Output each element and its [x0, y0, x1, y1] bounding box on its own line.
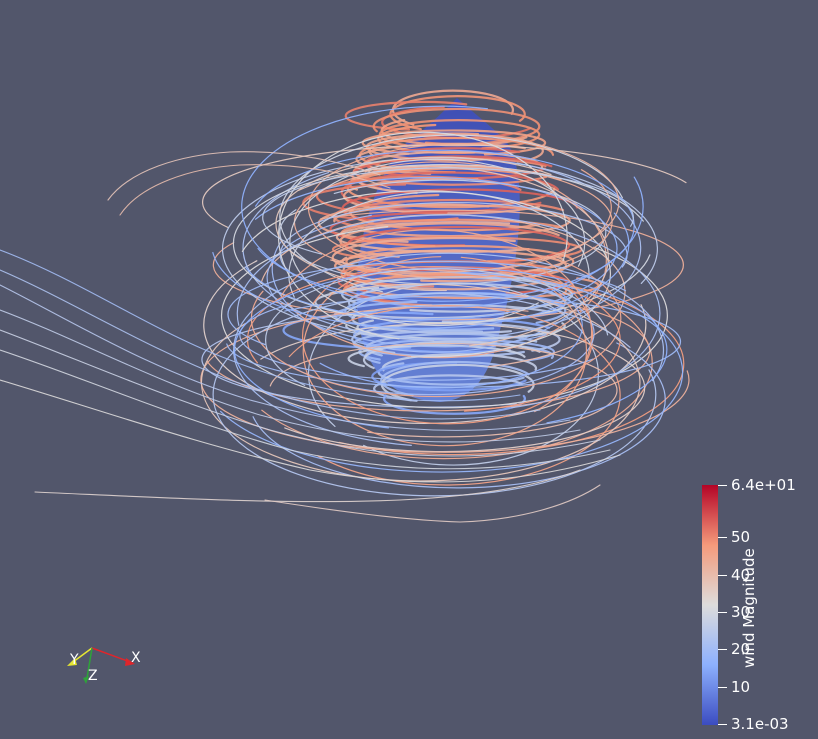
streamline-loop [275, 156, 552, 292]
y-axis-arrow-icon [67, 658, 77, 666]
x-axis-label: X [131, 650, 141, 666]
streamline-loop [265, 268, 609, 386]
vortex-ring [361, 129, 547, 156]
streamline-loop [212, 212, 630, 329]
y-axis-line [72, 647, 93, 663]
colorbar-tick-label: 50 [731, 528, 751, 547]
streamline-loop [241, 105, 644, 308]
streamline-loop [262, 167, 634, 255]
streamline-loop [203, 260, 647, 424]
vortex-ring [372, 107, 541, 146]
streamline-loop [269, 342, 618, 438]
streamline-loop [288, 304, 621, 486]
y-axis-label: Y [70, 652, 79, 668]
streamline-loop [289, 158, 586, 327]
vortex-ring [380, 360, 530, 397]
streamline-loop [279, 179, 607, 285]
streamline-loop [222, 157, 658, 341]
streamline-loop [227, 260, 627, 346]
streamline-loop [297, 165, 609, 347]
colorbar-tick [718, 574, 727, 576]
inflow-streamline [0, 249, 521, 402]
streamline-loop [241, 190, 612, 358]
vortex-ring [333, 300, 495, 331]
z-axis-line [86, 647, 93, 679]
orientation-axes-glyph [67, 647, 135, 684]
colorbar-tick [718, 537, 727, 539]
inflow-streamline [0, 269, 541, 420]
inflow-streamline [119, 164, 391, 216]
streamline-loop [252, 342, 666, 489]
streamline-loop [242, 162, 642, 341]
vortex-ring [381, 353, 538, 372]
z-axis-arrow-icon [83, 676, 89, 684]
colorbar-tick-min [718, 724, 727, 725]
colorbar-max-label: 6.4e+01 [731, 476, 796, 494]
inflow-streamline [34, 469, 581, 503]
streamline-loop [221, 226, 668, 409]
streamline-loop [220, 271, 684, 473]
vortex-ring [389, 95, 526, 131]
streamline-loop [279, 134, 623, 293]
z-axis-label: Z [88, 668, 98, 684]
colorbar-tick-label: 30 [731, 602, 751, 621]
streamline-loop [278, 131, 568, 340]
orientation-axes: X Y Z [55, 640, 155, 690]
inflow-streamline [0, 284, 571, 431]
colorbar-tick [718, 686, 727, 688]
streamline-loop [330, 138, 620, 273]
streamline-loop [288, 191, 590, 298]
inflow-streamline [264, 484, 601, 523]
colorbar-tick [718, 649, 727, 651]
vortex-ring [331, 236, 583, 263]
streamline-loop [236, 214, 661, 409]
x-axis-arrow-icon [125, 658, 135, 666]
streamline-loop [260, 323, 646, 453]
streamline-loop [250, 255, 622, 398]
vortex-ring [380, 119, 528, 147]
inflow-streamline [0, 309, 581, 443]
streamline-loop [234, 267, 668, 429]
streamline-loop [302, 256, 588, 447]
colorbar-tick-label: 40 [731, 565, 751, 584]
streamline-loop [288, 271, 595, 396]
inflow-streamline [0, 349, 611, 470]
streamline-loop [266, 214, 547, 348]
vortex-ring [364, 147, 546, 180]
colorbar-tick [718, 611, 727, 613]
colorbar-tick-max [718, 485, 727, 486]
streamline-loop [307, 143, 612, 272]
vortex-ring [349, 193, 541, 232]
inflow-streamline [0, 329, 601, 457]
inflow-streamline [107, 151, 381, 201]
vortex-ring [347, 344, 526, 368]
colorbar-min-label: 3.1e-03 [731, 715, 789, 733]
colorbar-tick-label: 20 [731, 640, 751, 659]
colorbar-tick-label: 10 [731, 677, 751, 696]
color-legend: 6.4e+01 50 40 30 20 10 3.1e-03 [700, 477, 818, 732]
vortex-ring [380, 363, 535, 402]
inflow-streamline [0, 379, 621, 483]
x-axis-line [91, 647, 131, 663]
vortex-ring [365, 332, 538, 357]
color-gradient-bar [702, 485, 718, 725]
streamline-loop [280, 229, 593, 413]
streamline-loop [212, 209, 684, 321]
colorbar-title: wind Magnitude [740, 548, 758, 668]
streamline-loop [319, 272, 583, 389]
